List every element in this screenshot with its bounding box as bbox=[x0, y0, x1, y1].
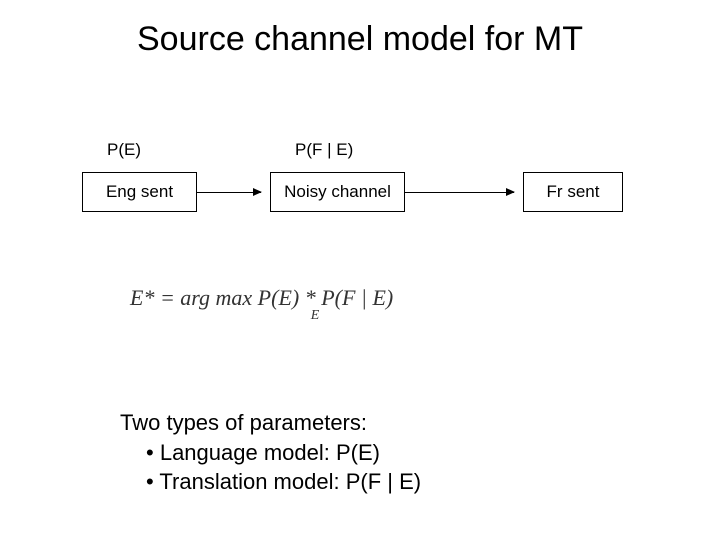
box-fr-sent-text: Fr sent bbox=[547, 182, 600, 202]
parameters-block: Two types of parameters: Language model:… bbox=[120, 408, 421, 497]
list-item: Language model: P(E) bbox=[146, 438, 421, 468]
box-noisy-channel-text: Noisy channel bbox=[284, 182, 391, 202]
formula-subscript: E bbox=[311, 308, 320, 323]
list-item: Translation model: P(F | E) bbox=[146, 467, 421, 497]
formula-text: E* = arg max P(E) * P(F | E) bbox=[130, 285, 393, 310]
box-noisy-channel: Noisy channel bbox=[270, 172, 405, 212]
box-eng-sent: Eng sent bbox=[82, 172, 197, 212]
label-pfe: P(F | E) bbox=[295, 140, 353, 160]
parameters-heading: Two types of parameters: bbox=[120, 408, 421, 438]
box-eng-sent-text: Eng sent bbox=[106, 182, 173, 202]
slide: Source channel model for MT P(E) P(F | E… bbox=[0, 0, 720, 540]
formula: E* = arg max P(E) * P(F | E) E bbox=[130, 285, 490, 311]
arrow-noisy-to-fr bbox=[405, 192, 514, 193]
slide-title: Source channel model for MT bbox=[0, 20, 720, 59]
box-fr-sent: Fr sent bbox=[523, 172, 623, 212]
label-pe: P(E) bbox=[107, 140, 141, 160]
parameters-list: Language model: P(E) Translation model: … bbox=[120, 438, 421, 497]
arrow-eng-to-noisy bbox=[197, 192, 261, 193]
